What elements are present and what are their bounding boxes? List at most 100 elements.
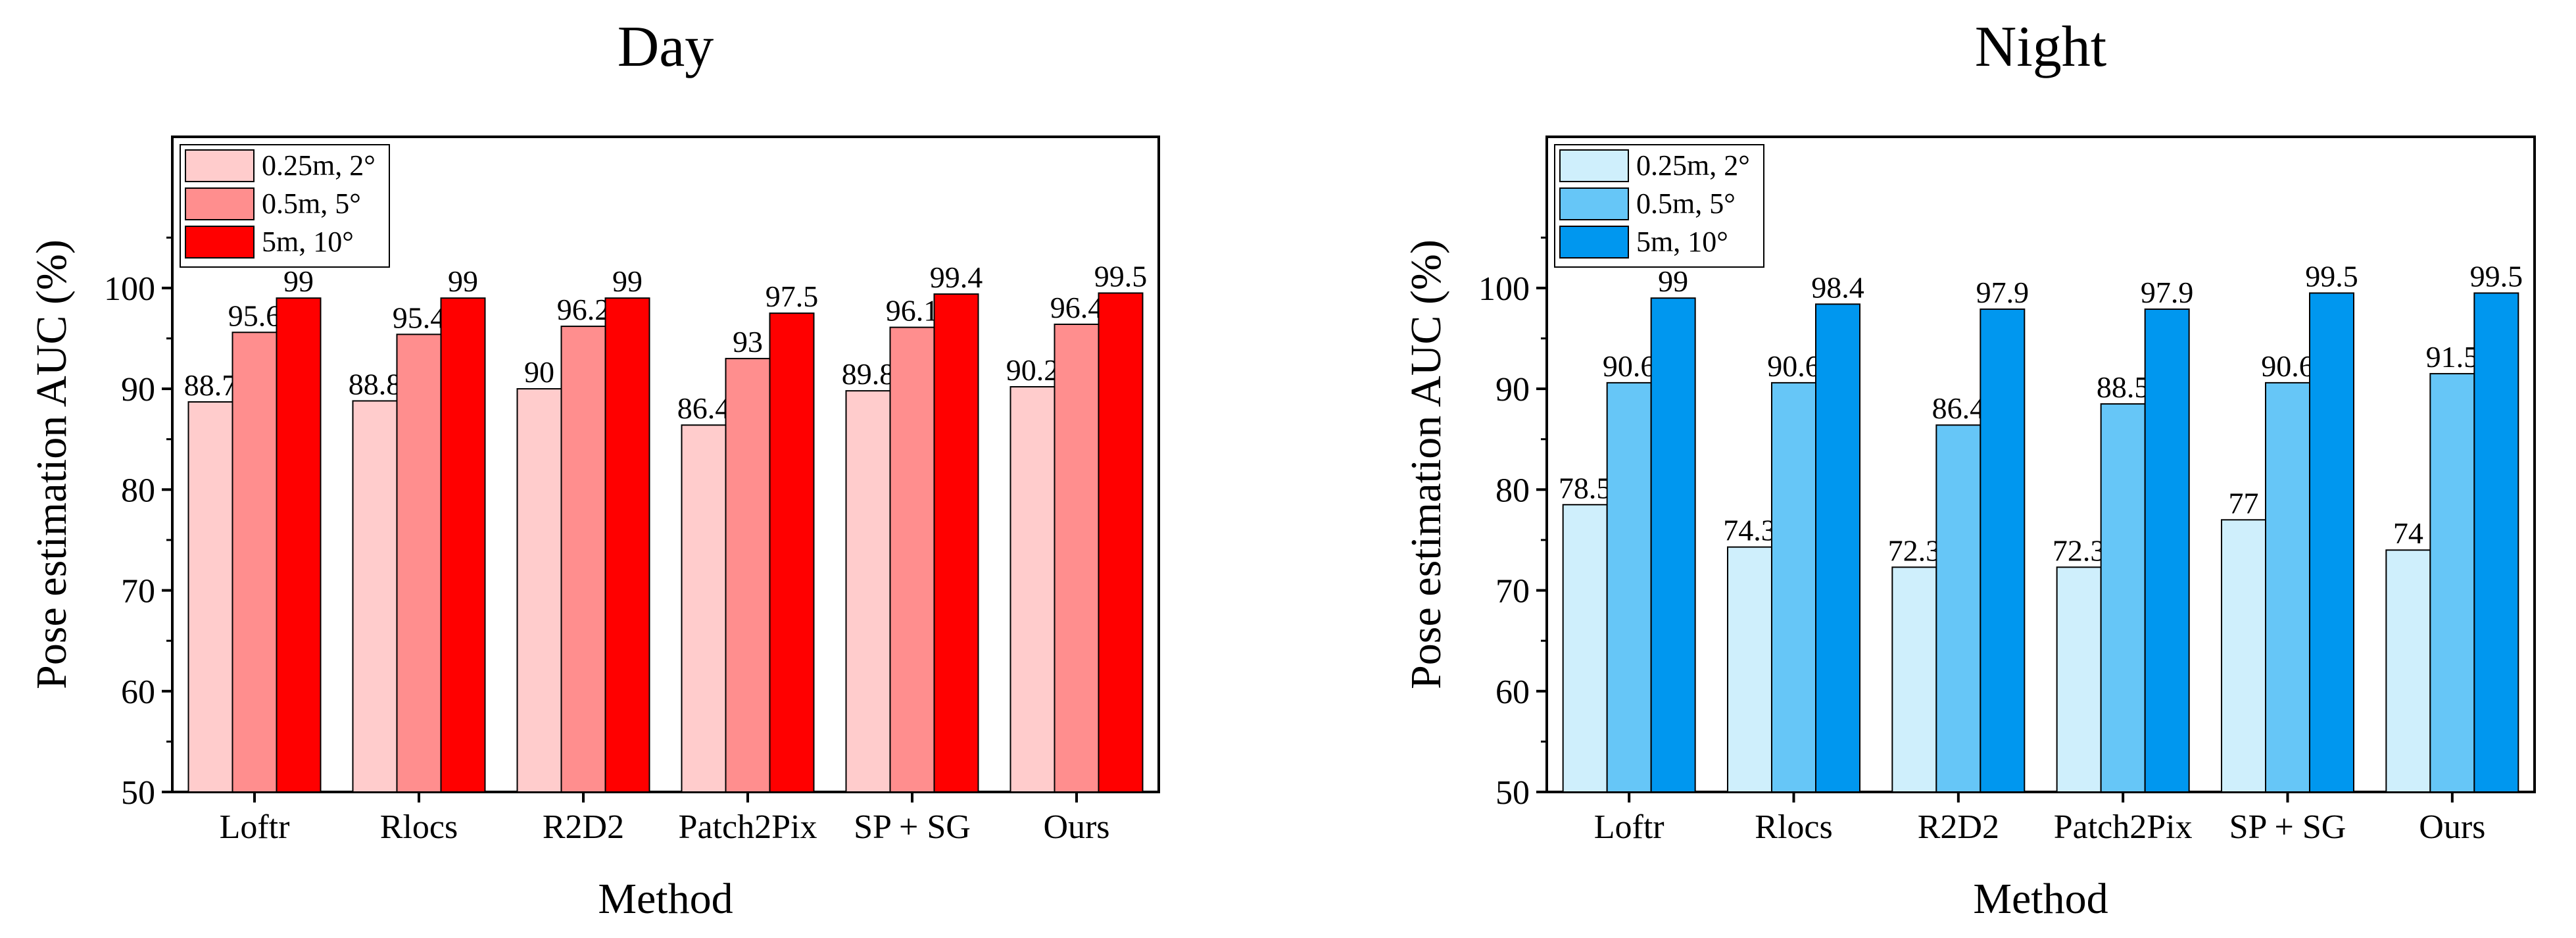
night-bar — [2221, 519, 2266, 793]
day-data-label: 86.4 — [677, 391, 731, 425]
day-x-tick-label: R2D2 — [543, 808, 624, 846]
day-data-label: 99 — [612, 264, 643, 298]
day-data-label: 88.7 — [184, 368, 237, 402]
day-bar — [352, 400, 398, 793]
day-bar — [681, 424, 727, 793]
day-data-label: 90 — [524, 355, 554, 389]
night-data-label: 74.3 — [1723, 514, 1776, 547]
day-bar — [1054, 324, 1100, 793]
night-data-label: 97.9 — [1976, 276, 2029, 309]
night-y-tick-label: 70 — [1495, 573, 1530, 610]
day-data-label: 97.5 — [766, 280, 819, 313]
night-data-label: 88.5 — [2097, 370, 2150, 404]
night-data-label: 99.5 — [2305, 260, 2358, 293]
day-bar — [889, 326, 935, 793]
day-x-axis-label: Method — [598, 875, 733, 923]
night-data-label: 91.5 — [2426, 340, 2479, 374]
night-bar — [2309, 292, 2354, 793]
day-y-tick-label: 50 — [121, 774, 155, 812]
night-y-tick-label: 50 — [1495, 774, 1530, 812]
night-chart-title: Night — [1975, 15, 2106, 79]
day-bar — [187, 401, 233, 793]
night-data-label: 72.3 — [1888, 533, 1941, 567]
night-bar — [1935, 424, 1981, 793]
day-x-tick-label: Patch2Pix — [679, 808, 817, 846]
day-bar — [516, 388, 562, 793]
day-x-tick-label: Ours — [1043, 808, 1109, 846]
night-x-tick-label: Rlocs — [1755, 808, 1832, 846]
day-data-label: 99 — [448, 264, 478, 298]
day-data-label: 96.2 — [557, 293, 610, 326]
night-bar — [1815, 303, 1860, 793]
day-data-label: 90.2 — [1006, 353, 1059, 387]
night-data-label: 90.6 — [2261, 349, 2314, 383]
night-bar — [2056, 566, 2102, 793]
night-data-label: 78.5 — [1559, 471, 1612, 505]
night-data-label: 99.5 — [2470, 260, 2523, 293]
day-legend-swatch — [185, 149, 255, 182]
night-legend-label: 0.25m, 2° — [1636, 149, 1750, 182]
day-bar — [725, 358, 771, 793]
day-bar — [276, 297, 322, 793]
night-data-label: 86.4 — [1932, 391, 1985, 425]
day-legend-label: 0.5m, 5° — [262, 187, 361, 220]
night-legend-label: 5m, 10° — [1636, 226, 1728, 258]
day-legend-label: 5m, 10° — [262, 226, 354, 258]
day-bar — [1009, 386, 1056, 793]
night-legend-swatch — [1559, 187, 1629, 220]
day-bar — [845, 390, 891, 793]
day-bar — [933, 293, 979, 793]
day-x-tick-label: Loftr — [220, 808, 290, 846]
night-x-tick-label: SP + SG — [2229, 808, 2346, 846]
night-bar — [2100, 403, 2146, 793]
night-bar — [1562, 504, 1608, 793]
day-y-tick-label: 90 — [121, 371, 155, 408]
day-y-tick-label: 60 — [121, 674, 155, 711]
night-bar — [1771, 382, 1816, 793]
night-bar — [1606, 382, 1652, 793]
night-y-tick-label: 60 — [1495, 674, 1530, 711]
night-x-axis-label: Method — [1973, 875, 2108, 923]
night-x-tick-label: Loftr — [1594, 808, 1665, 846]
day-y-tick-label: 70 — [121, 573, 155, 610]
day-x-tick-label: Rlocs — [380, 808, 458, 846]
night-data-label: 77 — [2229, 486, 2259, 520]
night-plot-frame — [1545, 136, 2536, 793]
night-bar — [1891, 566, 1937, 793]
day-x-tick-label: SP + SG — [854, 808, 971, 846]
day-y-tick-label: 80 — [121, 472, 155, 509]
day-bar — [560, 326, 606, 793]
day-bar — [440, 297, 486, 793]
day-data-label: 99 — [283, 264, 314, 298]
day-plot-frame — [171, 136, 1160, 793]
day-data-label: 95.4 — [393, 301, 446, 334]
night-y-tick-label: 100 — [1478, 270, 1530, 308]
night-y-axis-label: Pose estimation AUC (%) — [1402, 239, 1450, 689]
day-data-label: 99.5 — [1094, 260, 1148, 293]
day-y-axis-label: Pose estimation AUC (%) — [28, 239, 76, 689]
night-bar — [2385, 549, 2431, 793]
night-bar — [1980, 309, 2026, 793]
day-data-label: 95.6 — [228, 299, 281, 332]
night-data-label: 98.4 — [1811, 270, 1864, 304]
night-y-tick-label: 80 — [1495, 472, 1530, 509]
night-x-tick-label: R2D2 — [1918, 808, 1999, 846]
night-data-label: 72.3 — [2053, 533, 2106, 567]
day-data-label: 88.8 — [349, 367, 402, 401]
night-data-label: 99 — [1658, 264, 1688, 298]
day-legend-swatch — [185, 187, 255, 220]
night-y-tick-label: 90 — [1495, 371, 1530, 408]
night-bar — [1727, 546, 1772, 793]
night-bar — [2265, 382, 2310, 793]
night-legend-swatch — [1559, 149, 1629, 182]
day-legend-swatch — [185, 226, 255, 259]
night-bar — [2429, 373, 2475, 793]
night-legend-swatch — [1559, 226, 1629, 259]
day-data-label: 96.4 — [1050, 291, 1104, 324]
day-data-label: 93 — [733, 325, 763, 358]
night-x-tick-label: Ours — [2419, 808, 2485, 846]
day-data-label: 96.1 — [886, 294, 939, 328]
day-bar — [769, 312, 815, 793]
night-x-tick-label: Patch2Pix — [2054, 808, 2193, 846]
